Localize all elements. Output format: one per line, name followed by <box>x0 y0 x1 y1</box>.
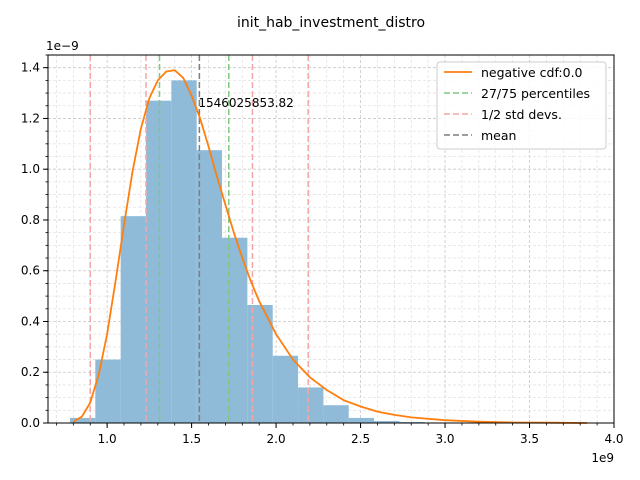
histogram-bar <box>196 150 223 423</box>
histogram-bar <box>247 304 273 423</box>
histogram-bars <box>69 80 451 424</box>
plot-frame <box>47 54 615 424</box>
histogram-bar <box>298 387 324 423</box>
legend: negative cdf:0.0 27/75 percentiles 1/2 s… <box>436 61 607 150</box>
histogram-bar <box>69 417 96 423</box>
histogram-bar <box>171 80 197 424</box>
x-multiplier-label: 1e9 <box>591 451 614 465</box>
x-tick-label: 4.0 <box>604 432 623 446</box>
histogram-bar <box>145 100 172 423</box>
legend-label-percentiles: 27/75 percentiles <box>481 86 590 101</box>
x-tick-label: 3.0 <box>435 432 454 446</box>
y-multiplier-label: 1e−9 <box>46 39 79 53</box>
legend-label-curve: negative cdf:0.0 <box>481 65 583 80</box>
legend-box <box>436 61 607 150</box>
histogram-bar <box>348 417 375 423</box>
histogram-bar <box>374 420 400 423</box>
x-tick-label: 2.5 <box>351 432 370 446</box>
histogram-bar <box>323 405 349 423</box>
x-tick-label: 2.0 <box>267 432 286 446</box>
y-tick-label: 0.2 <box>21 365 40 379</box>
density-curve <box>72 69 588 424</box>
x-tick-label: 1.0 <box>98 432 117 446</box>
histogram-bar <box>222 237 248 423</box>
histogram-bar <box>399 421 425 423</box>
y-tick-label: 1.2 <box>21 111 40 125</box>
y-tick-label: 0.8 <box>21 213 40 227</box>
legend-label-mean: mean <box>481 128 516 143</box>
axis-ticks: 1.0 1.5 2.0 2.5 3.0 3.5 4.0 0.0 0.2 0.4 0.6 0.8 1.0 1… <box>21 54 624 446</box>
y-tick-label: 1.4 <box>21 61 40 75</box>
x-tick-label: 1.5 <box>182 432 201 446</box>
y-tick-label: 0.6 <box>21 264 40 278</box>
reference-lines <box>89 55 309 423</box>
y-tick-label: 0.0 <box>21 416 40 430</box>
chart-title: init_hab_investment_distro <box>237 15 425 31</box>
histogram-bar <box>120 216 146 423</box>
y-tick-label: 0.4 <box>21 314 40 328</box>
legend-label-std: 1/2 std devs. <box>481 107 562 122</box>
histogram-bar <box>272 355 299 423</box>
x-tick-label: 3.5 <box>520 432 539 446</box>
y-tick-label: 1.0 <box>21 162 40 176</box>
mean-annotation: 1546025853.82 <box>198 96 293 110</box>
